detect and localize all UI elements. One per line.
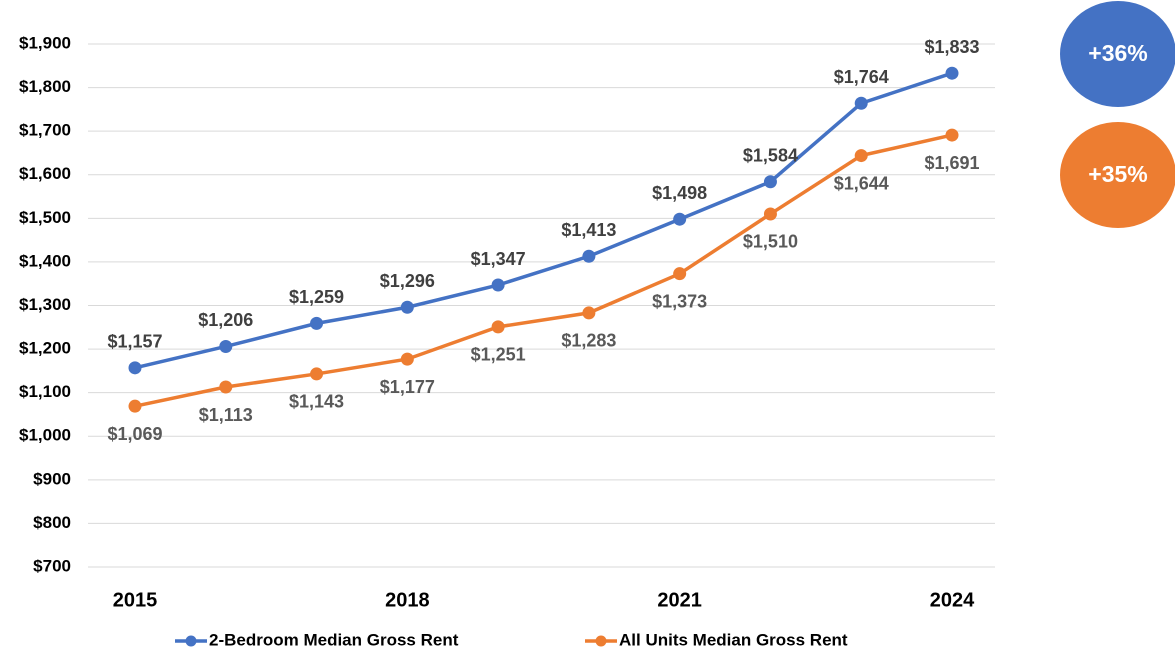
point-marker (128, 361, 142, 375)
x-tick-label: 2018 (385, 589, 430, 611)
data-label: $1,259 (289, 287, 344, 307)
y-tick-label: $1,100 (19, 382, 71, 401)
y-tick-label: $1,600 (19, 164, 71, 183)
point-marker (491, 278, 505, 292)
data-label: $1,584 (743, 145, 798, 165)
x-tick-label: 2021 (657, 589, 702, 611)
data-label: $1,157 (107, 332, 162, 352)
y-tick-label: $1,900 (19, 33, 71, 52)
annotation-badge (1060, 1, 1175, 107)
point-marker (763, 175, 777, 189)
data-label: $1,764 (834, 67, 889, 87)
point-marker (310, 367, 324, 381)
data-label: $1,413 (561, 220, 616, 240)
data-label: $1,510 (743, 232, 798, 252)
x-tick-label: 2024 (930, 589, 975, 611)
data-label: $1,206 (198, 310, 253, 330)
y-tick-label: $1,800 (19, 77, 71, 96)
data-label: $1,283 (561, 331, 616, 351)
y-tick-label: $1,500 (19, 208, 71, 227)
point-marker (400, 300, 414, 314)
y-tick-label: $700 (33, 556, 71, 575)
point-marker (763, 207, 777, 221)
annotation-text: +36% (1088, 40, 1147, 66)
series-line (134, 71, 953, 370)
y-tick-label: $800 (33, 513, 71, 532)
data-label: $1,833 (924, 37, 979, 57)
legend-marker (185, 635, 197, 647)
y-tick-label: $1,000 (19, 426, 71, 445)
annotation-text: +35% (1088, 161, 1147, 187)
point-marker (673, 212, 687, 226)
point-marker (582, 249, 596, 263)
point-marker (582, 306, 596, 320)
point-marker (673, 267, 687, 281)
data-label: $1,143 (289, 392, 344, 412)
data-label: $1,251 (471, 345, 526, 365)
x-tick-label: 2015 (113, 589, 158, 611)
data-label: $1,069 (107, 424, 162, 444)
data-label: $1,113 (199, 405, 253, 425)
y-tick-label: $900 (33, 469, 71, 488)
data-label: $1,691 (924, 153, 979, 173)
point-marker (400, 352, 414, 366)
point-marker (945, 128, 959, 142)
y-tick-label: $1,400 (19, 251, 71, 270)
legend-marker (595, 635, 607, 647)
point-marker (219, 380, 233, 394)
data-label: $1,373 (652, 291, 707, 311)
point-marker (945, 66, 959, 80)
data-label: $1,177 (380, 377, 435, 397)
point-marker (491, 320, 505, 334)
point-marker (128, 399, 142, 413)
data-label: $1,296 (380, 271, 435, 291)
point-marker (854, 96, 868, 110)
y-tick-label: $1,700 (19, 121, 71, 140)
y-tick-label: $1,300 (19, 295, 71, 314)
point-marker (310, 316, 324, 330)
annotation-badge (1060, 122, 1175, 228)
point-marker (854, 149, 868, 163)
data-label: $1,498 (652, 183, 707, 203)
legend-label: 2-Bedroom Median Gross Rent (209, 630, 459, 649)
series-line (134, 133, 953, 408)
point-marker (219, 339, 233, 353)
legend-label: All Units Median Gross Rent (619, 630, 848, 649)
data-label: $1,347 (471, 249, 526, 269)
y-tick-label: $1,200 (19, 339, 71, 358)
data-label: $1,644 (834, 173, 889, 193)
